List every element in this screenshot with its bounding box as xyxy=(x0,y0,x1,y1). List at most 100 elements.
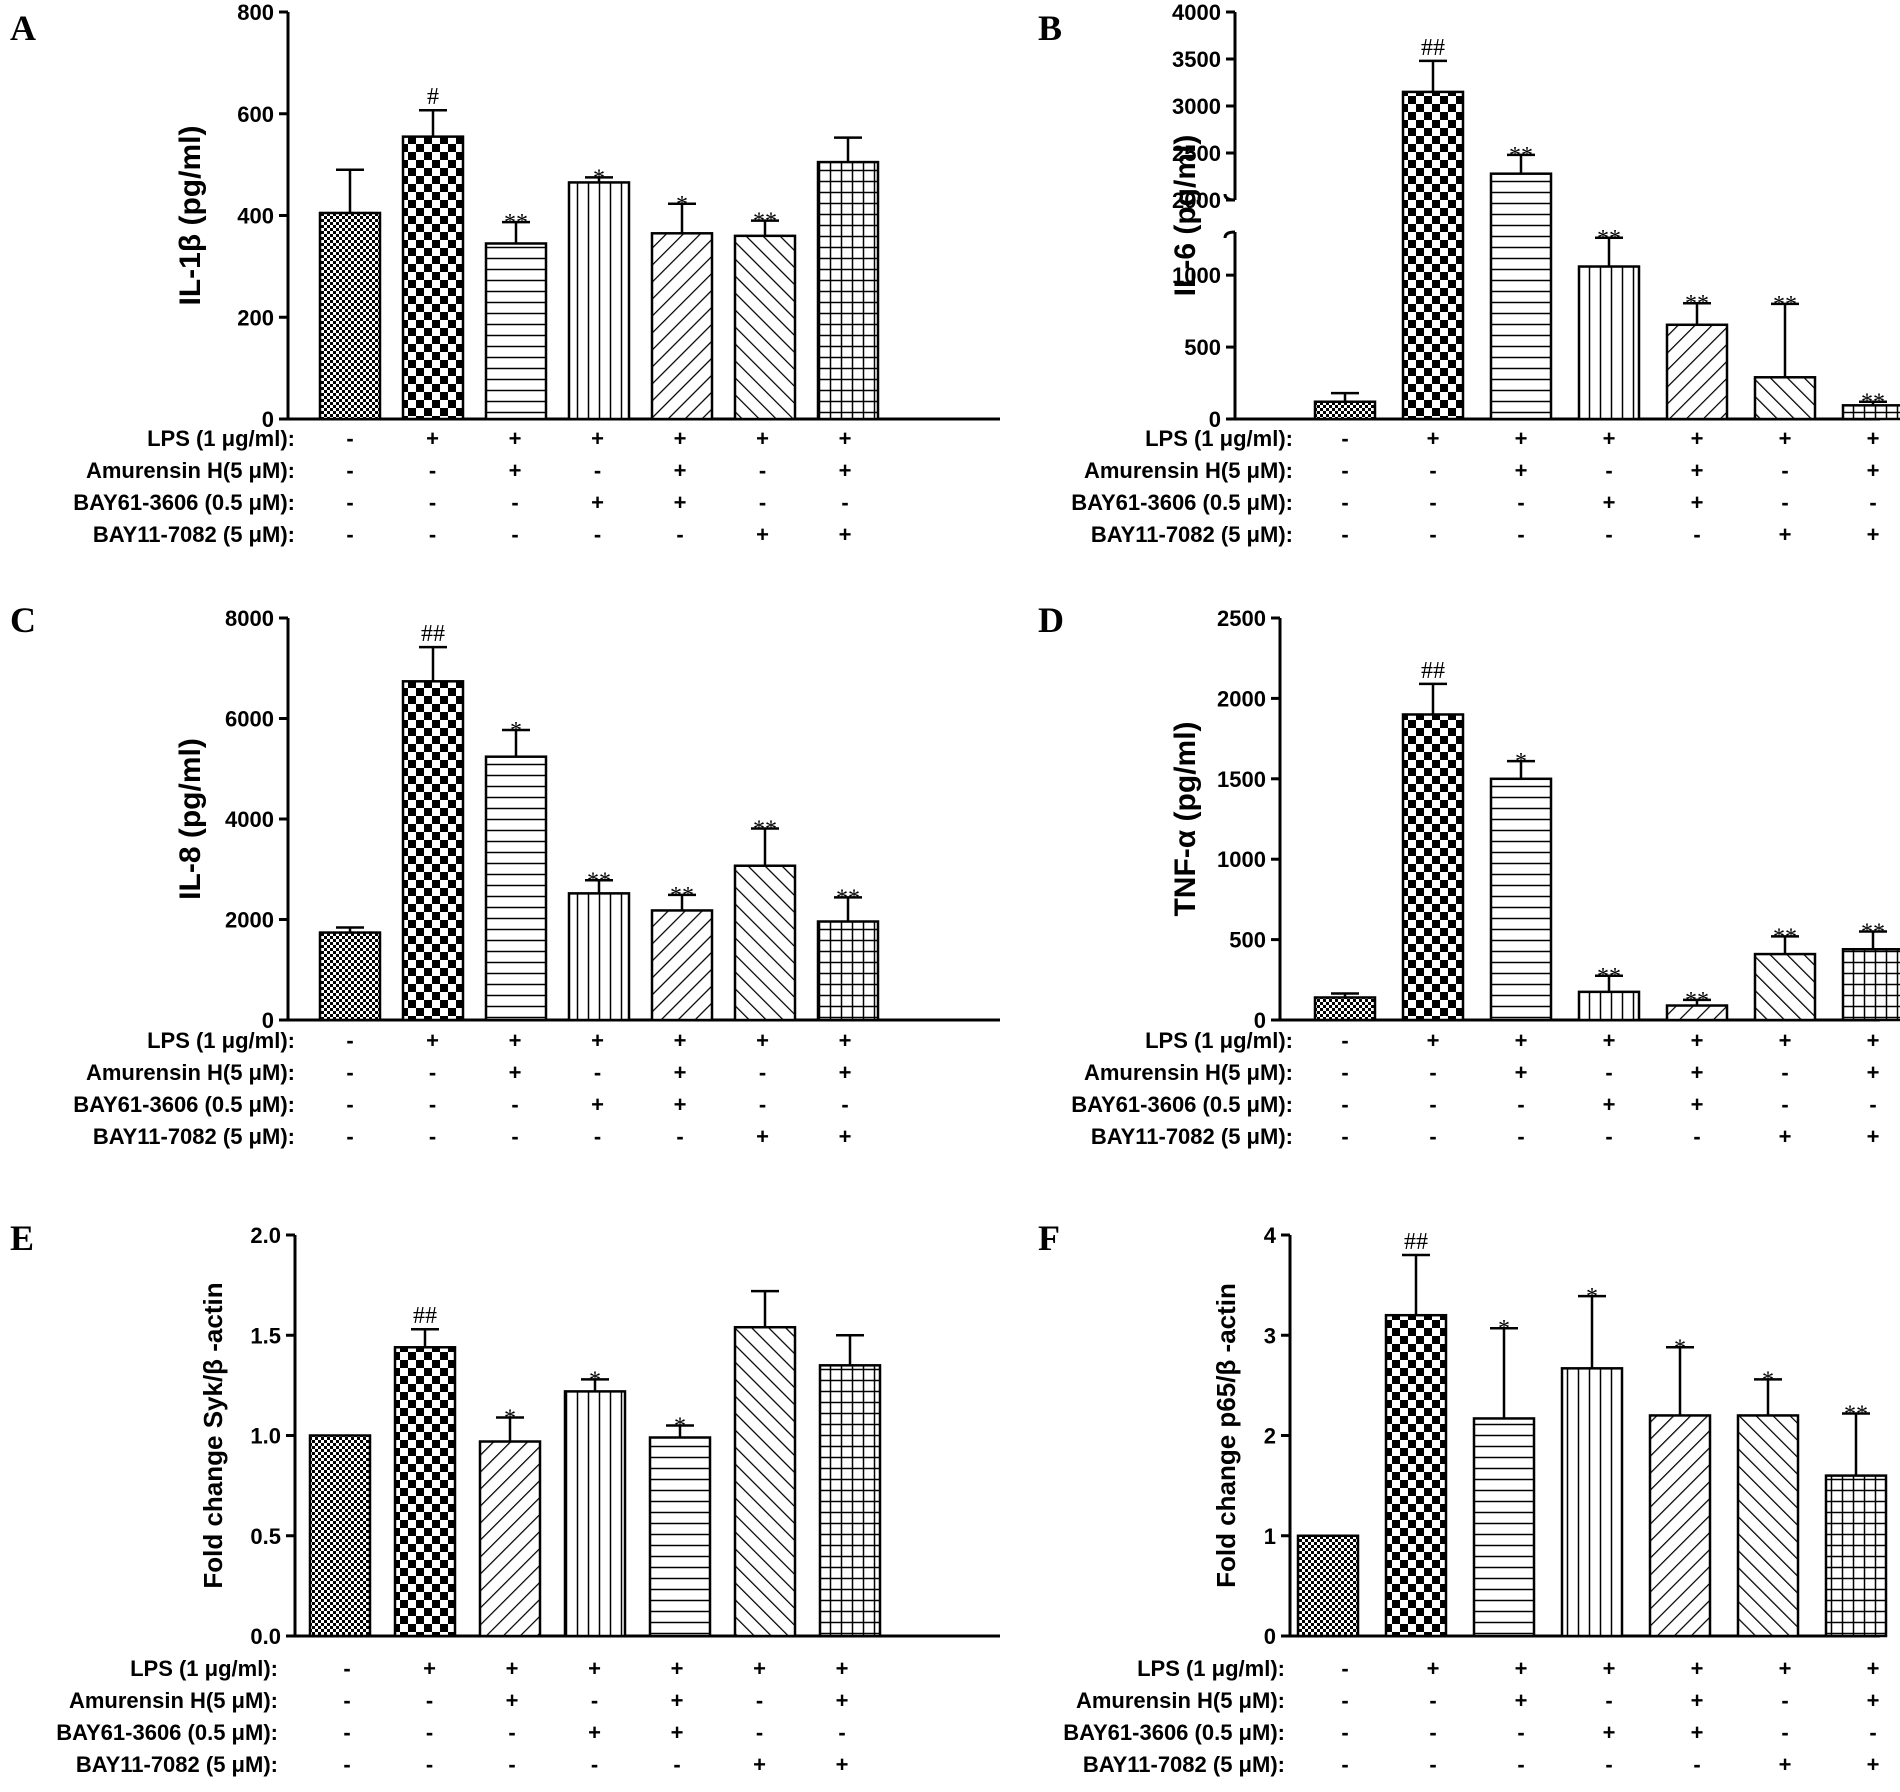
bar-d-1 xyxy=(1401,713,1465,1022)
y-axis-title-f: Fold change p65/β -actin xyxy=(1211,1283,1241,1588)
significance-b-1: ## xyxy=(1421,35,1445,61)
panel-b: B IL-6 (pg/ml) 0 500 1000 2000 2500 3000 3500 400… xyxy=(1038,0,1900,547)
condition-mark-c-2-5: - xyxy=(759,1092,766,1117)
bar-d-6 xyxy=(1841,947,1900,1022)
significance-a-2: ** xyxy=(504,210,528,236)
condition-mark-e-3-4: - xyxy=(673,1752,680,1777)
condition-mark-c-3-4: - xyxy=(676,1124,683,1149)
condition-mark-e-2-5: - xyxy=(756,1720,763,1745)
condition-mark-a-0-5: + xyxy=(756,426,769,451)
condition-mark-c-0-4: + xyxy=(674,1028,687,1053)
condition-mark-f-3-1: - xyxy=(1429,1752,1436,1777)
panel-letter-a: A xyxy=(10,8,36,48)
y-axis-title-c: IL-8 (pg/ml) xyxy=(174,738,207,900)
y-tick-label-f-0: 0 xyxy=(1264,1624,1276,1649)
bar-f-1 xyxy=(1384,1313,1448,1638)
significance-a-1: # xyxy=(427,84,439,110)
bar-b-3 xyxy=(1577,265,1641,421)
condition-mark-e-2-4: + xyxy=(671,1720,684,1745)
condition-mark-d-0-4: + xyxy=(1691,1028,1704,1053)
condition-mark-c-1-2: + xyxy=(509,1060,522,1085)
condition-mark-e-1-6: + xyxy=(836,1688,849,1713)
condition-mark-c-0-3: + xyxy=(591,1028,604,1053)
condition-mark-f-1-3: - xyxy=(1605,1688,1612,1713)
y-tick-label-b-2: 1000 xyxy=(1172,263,1221,288)
condition-mark-c-3-0: - xyxy=(346,1124,353,1149)
significance-d-1: ## xyxy=(1421,658,1445,684)
condition-mark-a-2-3: + xyxy=(591,490,604,515)
condition-mark-c-3-2: - xyxy=(511,1124,518,1149)
condition-mark-d-3-5: + xyxy=(1779,1124,1792,1149)
condition-mark-a-1-1: - xyxy=(429,458,436,483)
condition-mark-d-2-2: - xyxy=(1517,1092,1524,1117)
significance-f-3: * xyxy=(1586,1284,1598,1310)
significance-b-4: ** xyxy=(1685,291,1709,317)
significance-e-2: * xyxy=(504,1405,516,1431)
y-axis-title-a: IL-1β (pg/ml) xyxy=(174,126,207,306)
condition-mark-b-3-2: - xyxy=(1517,522,1524,547)
condition-mark-c-1-3: - xyxy=(594,1060,601,1085)
condition-mark-a-3-1: - xyxy=(429,522,436,547)
condition-mark-d-3-6: + xyxy=(1867,1124,1880,1149)
bar-f-0 xyxy=(1296,1534,1360,1638)
y-tick-label-b-0: 0 xyxy=(1209,407,1221,432)
condition-mark-b-0-3: + xyxy=(1603,426,1616,451)
bar-e-4 xyxy=(648,1436,712,1638)
y-tick-label-c-1: 2000 xyxy=(225,908,274,933)
condition-mark-f-2-6: - xyxy=(1869,1720,1876,1745)
condition-mark-b-1-1: - xyxy=(1429,458,1436,483)
condition-mark-b-3-1: - xyxy=(1429,522,1436,547)
bar-d-0 xyxy=(1313,996,1377,1022)
significance-b-3: ** xyxy=(1597,226,1621,252)
significance-d-4: ** xyxy=(1685,988,1709,1014)
condition-mark-a-3-5: + xyxy=(756,522,769,547)
condition-mark-a-1-4: + xyxy=(674,458,687,483)
bar-c-2 xyxy=(484,755,548,1022)
condition-mark-a-0-2: + xyxy=(509,426,522,451)
significance-f-6: ** xyxy=(1844,1401,1868,1427)
condition-mark-f-3-5: + xyxy=(1779,1752,1792,1777)
condition-label-d-3: BAY11-7082 (5 μM): xyxy=(1091,1124,1293,1149)
condition-mark-d-0-1: + xyxy=(1427,1028,1440,1053)
condition-mark-a-3-4: - xyxy=(676,522,683,547)
significance-c-4: ** xyxy=(670,883,694,909)
y-tick-label-f-1: 1 xyxy=(1264,1524,1276,1549)
condition-mark-f-1-5: - xyxy=(1781,1688,1788,1713)
significance-c-3: ** xyxy=(587,868,611,894)
bar-e-3 xyxy=(563,1390,627,1638)
condition-mark-c-0-5: + xyxy=(756,1028,769,1053)
significance-f-4: * xyxy=(1674,1335,1686,1361)
condition-mark-b-0-2: + xyxy=(1515,426,1528,451)
condition-mark-f-2-3: + xyxy=(1603,1720,1616,1745)
condition-mark-d-1-1: - xyxy=(1429,1060,1436,1085)
condition-mark-c-1-5: - xyxy=(759,1060,766,1085)
condition-mark-f-2-5: - xyxy=(1781,1720,1788,1745)
condition-label-d-0: LPS (1 μg/ml): xyxy=(1145,1028,1293,1053)
y-tick-label-b-3: 2000 xyxy=(1172,188,1221,213)
condition-mark-d-2-3: + xyxy=(1603,1092,1616,1117)
y-tick-label-b-7: 4000 xyxy=(1172,0,1221,25)
y-tick-label-b-5: 3000 xyxy=(1172,94,1221,119)
y-tick-label-d-1: 500 xyxy=(1229,928,1266,953)
condition-mark-b-2-5: - xyxy=(1781,490,1788,515)
condition-mark-e-0-5: + xyxy=(753,1656,766,1681)
condition-mark-f-3-6: + xyxy=(1867,1752,1880,1777)
condition-mark-b-1-0: - xyxy=(1341,458,1348,483)
condition-mark-b-2-3: + xyxy=(1603,490,1616,515)
bar-a-2 xyxy=(484,242,548,421)
condition-label-d-2: BAY61-3606 (0.5 μM): xyxy=(1071,1092,1293,1117)
condition-mark-f-2-2: - xyxy=(1517,1720,1524,1745)
y-tick-label-c-0: 0 xyxy=(262,1008,274,1033)
y-tick-label-a-2: 400 xyxy=(237,204,274,229)
condition-mark-d-1-3: - xyxy=(1605,1060,1612,1085)
condition-mark-e-2-6: - xyxy=(838,1720,845,1745)
condition-mark-e-0-3: + xyxy=(588,1656,601,1681)
condition-mark-c-1-0: - xyxy=(346,1060,353,1085)
condition-mark-f-0-2: + xyxy=(1515,1656,1528,1681)
condition-mark-c-3-3: - xyxy=(594,1124,601,1149)
bar-e-0 xyxy=(308,1434,372,1638)
condition-mark-e-2-1: - xyxy=(426,1720,433,1745)
condition-mark-b-3-4: - xyxy=(1693,522,1700,547)
